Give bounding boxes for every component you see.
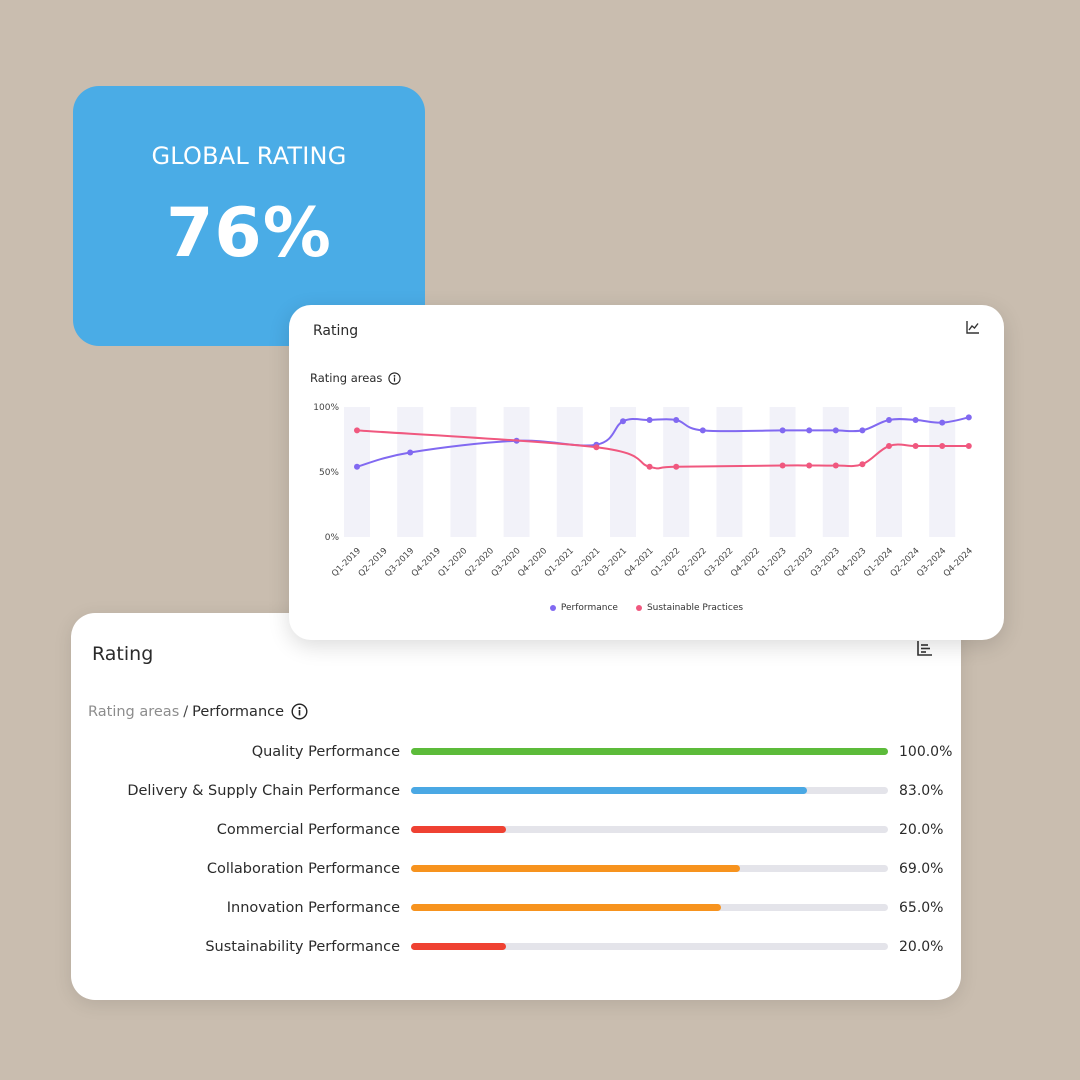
bar-track <box>411 826 888 833</box>
bar-value: 100.0% <box>899 744 953 760</box>
breadcrumb-current: Performance <box>192 703 285 720</box>
global-rating-card: GLOBAL RATING 76% <box>73 86 425 346</box>
grid-band <box>716 407 743 537</box>
data-point <box>939 443 946 449</box>
bar-label: Innovation Performance <box>226 900 400 916</box>
legend-item[interactable]: Performance <box>549 603 618 613</box>
bar-row: Sustainability Performance 20.0% <box>71 937 961 957</box>
breadcrumb-root[interactable]: Rating areas <box>88 703 180 720</box>
global-rating-value: 76% <box>166 194 332 273</box>
performance-bars-card: Rating Rating areas / Performance Qualit… <box>71 613 961 1000</box>
bar-value: 20.0% <box>899 822 944 838</box>
data-point <box>806 427 813 434</box>
bar-label: Delivery & Supply Chain Performance <box>127 783 400 799</box>
bar-fill <box>411 826 507 833</box>
data-point <box>832 462 839 469</box>
bar-track <box>411 787 888 794</box>
bar-fill <box>411 748 888 755</box>
data-point <box>886 443 892 449</box>
data-point <box>832 427 839 434</box>
grid-band <box>344 407 370 537</box>
bar-label: Commercial Performance <box>216 822 400 838</box>
bars-card-title: Rating <box>92 643 154 665</box>
data-point <box>965 414 972 421</box>
bar-label: Sustainability Performance <box>205 939 400 955</box>
grid-band <box>663 407 690 537</box>
bar-track <box>411 865 888 872</box>
y-tick-label: 100% <box>313 403 339 413</box>
data-point <box>886 417 892 423</box>
data-point <box>912 443 919 449</box>
rating-line-chart-card: 0% 50% 100% Q1-2019 Q2-2019 Q3-2019 Q4-2019 Q1-… <box>289 305 1004 640</box>
data-point <box>779 462 786 469</box>
legend-label: Performance <box>560 603 618 613</box>
data-point <box>779 427 786 434</box>
grid-band <box>929 407 956 537</box>
bar-fill <box>411 865 741 872</box>
y-tick-label: 0% <box>325 533 340 543</box>
grid-band <box>822 407 849 537</box>
line-card-title: Rating <box>313 323 359 339</box>
bar-fill <box>411 904 722 911</box>
bar-row: Collaboration Performance 69.0% <box>71 859 961 879</box>
bar-row: Quality Performance 100.0% <box>71 742 961 762</box>
grid-band <box>769 407 796 537</box>
data-point <box>939 419 946 426</box>
data-point <box>965 443 972 449</box>
data-point <box>673 417 680 423</box>
info-icon[interactable] <box>291 703 308 720</box>
bar-label: Quality Performance <box>251 744 400 760</box>
legend-dot <box>549 605 556 611</box>
line-chart-icon[interactable] <box>965 319 981 335</box>
x-tick-label: Q4-2024 <box>942 546 975 579</box>
data-point <box>354 463 360 470</box>
info-icon[interactable] <box>388 371 402 385</box>
breadcrumb: Rating areas / Performance <box>88 703 308 720</box>
data-point <box>859 461 866 468</box>
bar-fill <box>411 943 507 950</box>
legend-item[interactable]: Sustainable Practices <box>635 603 744 613</box>
data-point <box>673 463 680 470</box>
grid-band <box>450 407 477 537</box>
rating-line-chart: 0%50%100%Q1-2019Q2-2019Q3-2019Q4-2019Q1-… <box>313 403 975 579</box>
global-rating-title: GLOBAL RATING <box>151 142 347 170</box>
legend-label: Sustainable Practices <box>646 603 744 613</box>
data-point <box>699 427 706 434</box>
y-tick-label: 50% <box>319 468 339 478</box>
grid-band <box>876 407 902 537</box>
data-point <box>912 417 919 423</box>
data-point <box>806 462 813 469</box>
bar-fill <box>411 787 807 794</box>
line-card-subtitle: Rating areas <box>310 371 402 385</box>
bar-value: 69.0% <box>899 861 944 877</box>
bar-track <box>411 943 888 950</box>
breadcrumb-separator: / <box>183 703 189 720</box>
bar-row: Innovation Performance 65.0% <box>71 898 961 918</box>
data-point <box>407 449 414 456</box>
data-point <box>646 417 653 423</box>
bar-value: 20.0% <box>899 939 944 955</box>
bar-value: 65.0% <box>899 900 944 916</box>
data-point <box>620 418 626 425</box>
grid-band <box>556 407 583 537</box>
bar-label: Collaboration Performance <box>206 861 400 877</box>
data-point <box>646 463 653 470</box>
grid-band <box>503 407 530 537</box>
bar-row: Delivery & Supply Chain Performance 83.0% <box>71 781 961 801</box>
bar-track <box>411 748 888 755</box>
bar-list-icon[interactable] <box>916 639 934 657</box>
grid-band <box>610 407 636 537</box>
chart-legend: Performance Sustainable Practices <box>289 603 1004 613</box>
data-point <box>593 444 600 451</box>
data-point <box>354 427 360 434</box>
rating-areas-label: Rating areas <box>310 371 383 385</box>
data-point <box>859 427 866 434</box>
grid-band <box>397 407 424 537</box>
bar-track <box>411 904 888 911</box>
legend-dot <box>635 605 642 611</box>
bar-row: Commercial Performance 20.0% <box>71 820 961 840</box>
bar-value: 83.0% <box>899 783 944 799</box>
